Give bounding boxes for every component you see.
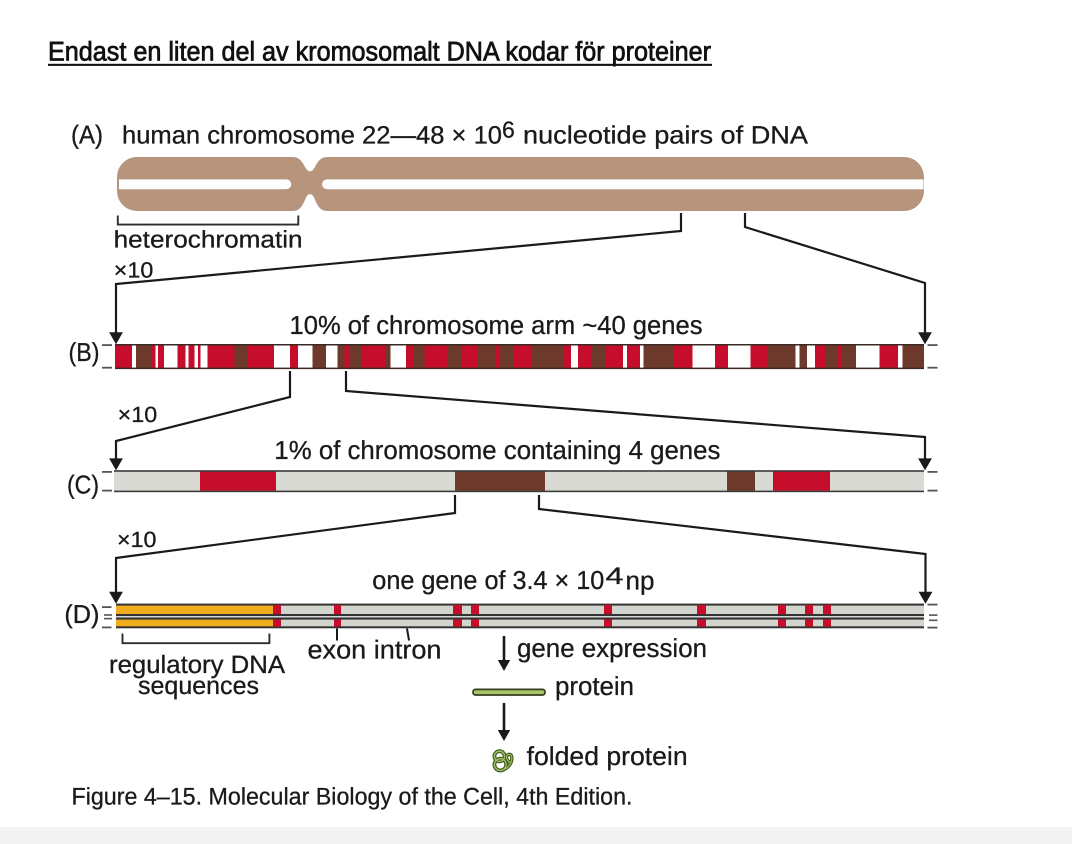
svg-text:heterochromatin: heterochromatin [114,227,303,254]
svg-text:(D): (D) [64,599,99,629]
svg-text:Figure 4–15. Molecular Biology: Figure 4–15. Molecular Biology of the Ce… [72,784,633,811]
svg-text:×10: ×10 [114,257,154,282]
svg-text:folded protein: folded protein [527,741,688,771]
svg-text:(B): (B) [69,337,100,367]
svg-text:human chromosome 22—48 × 10: human chromosome 22—48 × 10 [122,122,502,150]
svg-text:10% of chromosome arm ~40 gene: 10% of chromosome arm ~40 genes [290,310,703,340]
svg-text:1% of chromosome containing 4: 1% of chromosome containing 4 genes [274,435,720,465]
svg-text:6: 6 [502,117,515,143]
svg-text:gene expression: gene expression [517,633,707,663]
svg-text:protein: protein [555,671,634,701]
svg-text:sequences: sequences [138,672,259,700]
svg-text:nucleotide pairs of DNA: nucleotide pairs of DNA [523,122,808,150]
svg-text:one gene of 3.4 × 10: one gene of 3.4 × 10 [372,565,604,595]
svg-text:exon intron: exon intron [308,634,442,664]
svg-text:(A): (A) [71,120,103,150]
svg-text:4: 4 [606,563,624,590]
svg-text:np: np [626,566,655,596]
svg-text:Endast en liten del av kromoso: Endast en liten del av kromosomalt DNA k… [48,37,711,67]
svg-text:×10: ×10 [118,402,158,427]
svg-text:regulatory DNA: regulatory DNA [109,651,285,679]
svg-text:(C): (C) [67,470,99,500]
svg-text:×10: ×10 [117,527,157,552]
